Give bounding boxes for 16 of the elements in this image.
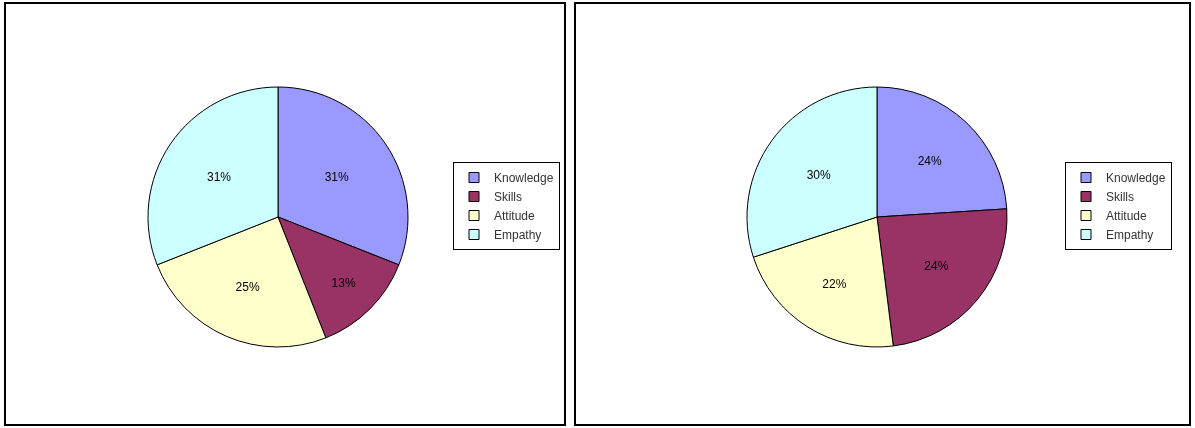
legend-label: Knowledge <box>494 171 554 186</box>
data-label: 31% <box>324 170 350 185</box>
legend-label: Empathy <box>494 228 542 243</box>
data-label: 13% <box>331 275 356 290</box>
legend-label: Skills <box>494 190 523 205</box>
data-label: 22% <box>822 277 847 292</box>
data-label: 31% <box>206 170 232 185</box>
data-label: 30% <box>806 167 832 182</box>
legend-label: Attitude <box>494 209 536 224</box>
legend-label: Skills <box>1106 190 1135 205</box>
legend-label: Attitude <box>1106 209 1148 224</box>
legend-label: Knowledge <box>1106 171 1166 186</box>
legend-label: Empathy <box>1106 228 1154 243</box>
data-label: 25% <box>235 279 260 294</box>
data-label: 24% <box>924 259 949 274</box>
data-label: 24% <box>917 153 942 168</box>
